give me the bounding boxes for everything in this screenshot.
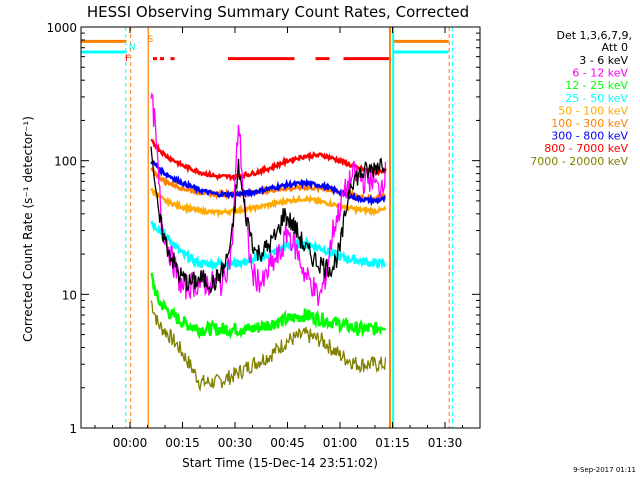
legend-entry-50-100-kev: 50 - 100 keV	[558, 104, 628, 117]
saa-dot-1	[153, 57, 157, 61]
x-tick-label-1: 00:15	[165, 436, 200, 450]
legend-entry-6-12-kev: 6 - 12 keV	[572, 67, 628, 80]
x-tick-label-2: 00:30	[218, 436, 253, 450]
series-line-3-6-kev	[150, 146, 387, 294]
series-line-50-100-kev	[150, 187, 387, 219]
plot-frame	[80, 26, 481, 429]
x-tick-label-4: 01:00	[323, 436, 358, 450]
legend-entry-100-300-kev: 100 - 300 keV	[551, 117, 628, 130]
series-line-6-12-kev	[150, 92, 387, 306]
axes: 00:00 00:15 00:30 00:45 01:00 01:15 01:30 1 10 10…	[46, 21, 481, 450]
saa-dot-3	[170, 57, 175, 61]
flag-s: S	[147, 35, 153, 45]
y-tick-label-1: 10	[62, 288, 77, 302]
legend-entry-3-6-kev: 3 - 6 keV	[579, 54, 628, 67]
series-line-12-25-kev	[150, 272, 387, 340]
x-tick-label-0: 00:00	[113, 436, 148, 450]
plot-area: FN S	[81, 27, 453, 428]
y-axis-label: Corrected Count Rate (s⁻¹ detector⁻¹)	[21, 116, 35, 342]
series-line-7000-20000-kev	[150, 300, 387, 392]
legend-header-line-2: Att 0	[602, 41, 628, 54]
legend-entry-7000-20000-kev: 7000 - 20000 keV	[530, 155, 628, 168]
legend-entry-25-50-kev: 25 - 50 keV	[565, 92, 628, 105]
flag-f: F	[125, 54, 130, 64]
legend-entry-12-25-kev: 12 - 25 keV	[565, 79, 628, 92]
x-tick-label-6: 01:30	[428, 436, 463, 450]
legend-header-line-1: Det 1,3,6,7,9,	[556, 29, 632, 42]
x-tick-label-5: 01:15	[375, 436, 410, 450]
legend-entry-300-800-kev: 300 - 800 keV	[551, 130, 628, 143]
date-stamp: 9-Sep-2017 01:11	[573, 466, 636, 474]
y-tick-label-3: 1000	[46, 21, 77, 35]
x-tick-label-3: 00:45	[270, 436, 305, 450]
saa-dot-2	[160, 57, 164, 61]
series-line-25-50-kev	[150, 220, 386, 272]
legend-entry-800-7000-kev: 800 - 7000 keV	[544, 142, 628, 155]
series-line-800-7000-kev	[150, 138, 387, 183]
y-tick-label-0: 1	[69, 422, 77, 436]
chart-title: HESSI Observing Summary Count Rates, Cor…	[87, 3, 469, 21]
flag-n: N	[129, 43, 136, 53]
y-tick-label-2: 100	[54, 155, 77, 169]
x-axis-label: Start Time (15-Dec-14 23:51:02)	[182, 456, 378, 470]
